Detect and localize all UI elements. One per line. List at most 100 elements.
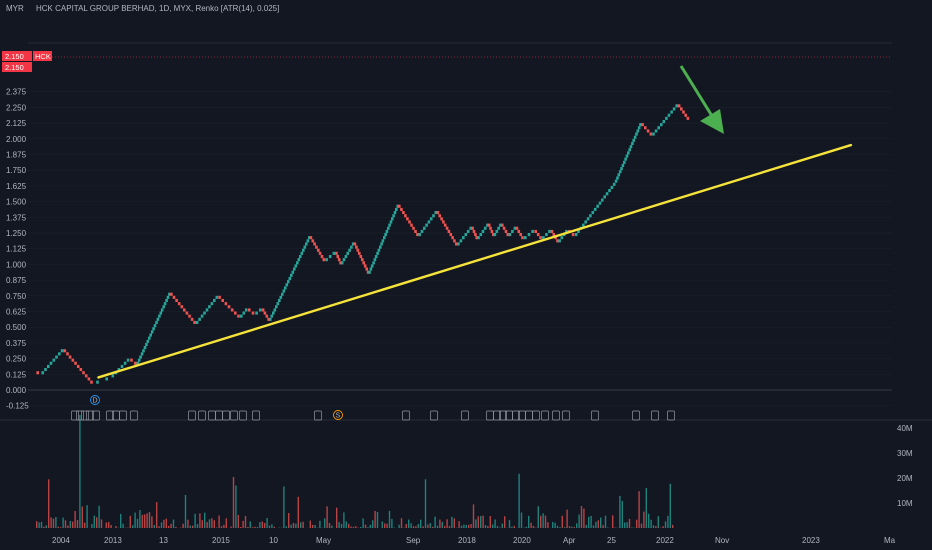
- brick-up: [610, 185, 614, 189]
- brick-up: [281, 292, 284, 296]
- brick-down: [506, 233, 510, 237]
- volume-bar: [295, 523, 297, 528]
- volume-bar: [110, 524, 112, 528]
- brick-up: [513, 226, 517, 230]
- earnings-marker[interactable]: [591, 410, 599, 421]
- volume-bar: [67, 525, 69, 528]
- earnings-marker[interactable]: [512, 410, 520, 421]
- brick-up: [305, 242, 308, 246]
- time-axis[interactable]: 2004 2013 13 2015 10 May Sep 2018 2020 Apr 25 2022 N…: [52, 536, 896, 545]
- price-axis[interactable]: 2.375 2.250 2.125 2.000 1.875 1.750 1.625 1.500…: [6, 88, 29, 411]
- brick-up: [665, 116, 668, 120]
- volume-bar: [105, 522, 107, 528]
- earnings-marker[interactable]: [651, 410, 659, 421]
- price-badge: 2.150 HCK 2.150: [2, 51, 52, 72]
- trendline[interactable]: [97, 143, 853, 379]
- volume-bar: [247, 527, 249, 528]
- earnings-marker[interactable]: [81, 410, 89, 421]
- brick-up: [627, 151, 630, 155]
- brick-up: [383, 236, 386, 240]
- brick-up: [294, 264, 298, 268]
- x-tick-label: 2015: [212, 536, 230, 545]
- volume-bar: [648, 513, 650, 528]
- volume-bar: [585, 524, 587, 528]
- volume-bar: [40, 521, 43, 528]
- volume-bar: [621, 500, 623, 528]
- y-tick-label: 0.000: [6, 386, 27, 395]
- price-badge-value: 2.150: [5, 52, 24, 61]
- volume-bar: [561, 515, 563, 528]
- earnings-marker[interactable]: [493, 410, 501, 421]
- volume-bar: [650, 519, 652, 528]
- trend-arrow[interactable]: [679, 65, 724, 134]
- earnings-marker[interactable]: [552, 410, 560, 421]
- earnings-marker[interactable]: [532, 410, 540, 421]
- x-tick-label: 2018: [458, 536, 476, 545]
- brick-down: [248, 308, 251, 312]
- brick-down: [353, 242, 357, 246]
- brick-up: [423, 226, 426, 230]
- earnings-marker[interactable]: [632, 410, 640, 421]
- volume-bar: [657, 516, 659, 528]
- earnings-marker[interactable]: [188, 410, 196, 421]
- brick-down: [455, 242, 458, 246]
- brick-down: [234, 311, 237, 315]
- volume-bar: [600, 517, 602, 528]
- x-tick-label: 2004: [52, 536, 70, 545]
- brick-down: [76, 364, 80, 368]
- volume-bar: [48, 479, 50, 528]
- brick-up: [574, 233, 578, 237]
- brick-up: [459, 239, 463, 243]
- brick-up: [639, 123, 642, 127]
- earnings-marker[interactable]: [76, 410, 84, 421]
- brick-down: [646, 129, 650, 133]
- earnings-marker[interactable]: [106, 410, 114, 421]
- brick-up: [325, 258, 328, 262]
- brick-up: [635, 132, 638, 136]
- brick-down: [504, 229, 508, 233]
- earnings-marker[interactable]: [71, 410, 79, 421]
- volume-bar: [184, 495, 187, 528]
- volume-bar: [559, 527, 561, 528]
- earnings-marker[interactable]: [430, 410, 438, 421]
- brick-up: [483, 226, 487, 230]
- volume-bar: [415, 526, 417, 528]
- brick-up: [486, 223, 489, 227]
- earnings-marker[interactable]: [222, 410, 230, 421]
- earnings-marker[interactable]: [252, 410, 260, 421]
- brick-up: [368, 270, 371, 274]
- brick-down: [315, 245, 318, 249]
- volume-bar: [120, 513, 122, 528]
- earnings-marker[interactable]: [314, 410, 322, 421]
- brick-up: [524, 236, 527, 240]
- brick-down: [227, 305, 231, 309]
- earnings-marker[interactable]: [86, 410, 94, 421]
- earnings-marker[interactable]: [198, 410, 206, 421]
- earnings-marker[interactable]: [402, 410, 410, 421]
- volume-bar: [583, 508, 585, 528]
- earnings-marker[interactable]: [667, 410, 675, 421]
- brick-down: [550, 229, 554, 233]
- earnings-marker[interactable]: [119, 410, 127, 421]
- x-tick-label: Ma: [884, 536, 896, 545]
- brick-up: [297, 258, 301, 262]
- earnings-marker[interactable]: [130, 410, 138, 421]
- earnings-marker[interactable]: [230, 410, 238, 421]
- earnings-marker[interactable]: [499, 410, 507, 421]
- earnings-marker[interactable]: [541, 410, 549, 421]
- y-tick-label: 1.500: [6, 198, 27, 207]
- volume-bar: [494, 519, 496, 528]
- volume-axis[interactable]: 40M 30M 20M 10M: [897, 424, 913, 508]
- volume-bar: [528, 515, 530, 528]
- earnings-marker[interactable]: [239, 410, 247, 421]
- brick-down: [487, 223, 491, 227]
- dividend-marker[interactable]: [90, 395, 100, 405]
- brick-down: [534, 229, 537, 233]
- brick-up: [636, 129, 640, 133]
- earnings-marker[interactable]: [562, 410, 570, 421]
- earnings-marker[interactable]: [92, 410, 100, 421]
- split-marker[interactable]: [333, 410, 343, 420]
- brick-up: [608, 189, 611, 193]
- earnings-marker[interactable]: [461, 410, 469, 421]
